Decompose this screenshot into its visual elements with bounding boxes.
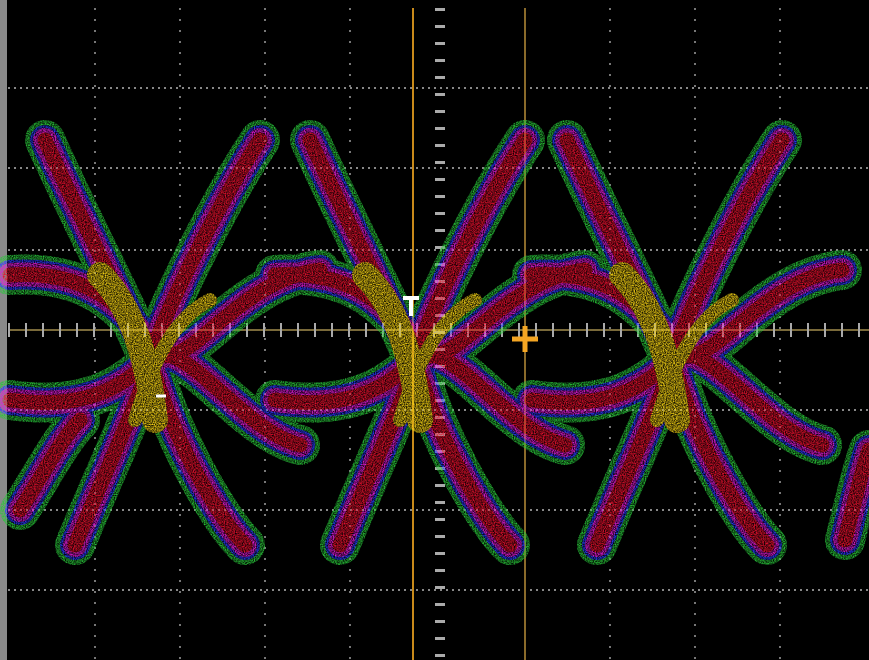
page: (() => { const data = JSON.parse(documen… [0, 0, 869, 660]
oscilloscope-screen [0, 0, 869, 660]
left-border [0, 0, 7, 660]
